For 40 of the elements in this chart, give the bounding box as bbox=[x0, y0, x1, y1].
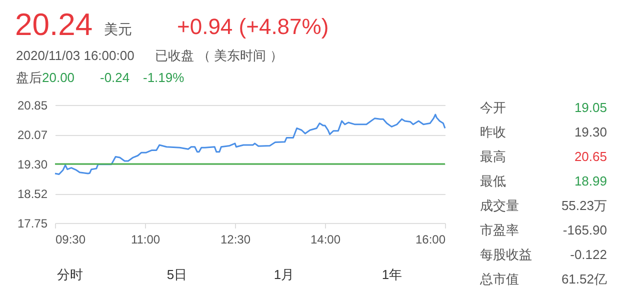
text: -0.122 bbox=[570, 247, 607, 262]
text: 美元 bbox=[104, 21, 132, 37]
category-label: 最高 bbox=[480, 149, 506, 164]
text: 18.99 bbox=[574, 174, 607, 188]
text: 2020/11/03 16:00:00 bbox=[16, 48, 134, 63]
category-label: 今开 bbox=[480, 100, 506, 115]
category-label: 成交量 bbox=[480, 198, 519, 213]
text: 19.30 bbox=[574, 124, 607, 140]
text: +0.94 (+4.87%) bbox=[177, 14, 329, 39]
y-tick-label: 19.30 bbox=[17, 158, 48, 172]
y-tick-label: 20.85 bbox=[17, 98, 48, 112]
text: 20.24 bbox=[15, 7, 93, 42]
text: 61.52亿 bbox=[561, 272, 607, 286]
text: 1年 bbox=[382, 267, 402, 282]
line-series bbox=[54, 114, 446, 176]
x-tick-label: 14:00 bbox=[310, 232, 341, 246]
text: 5日 bbox=[166, 267, 188, 282]
text: -1.19% bbox=[143, 70, 185, 85]
text: 19.05 bbox=[574, 100, 607, 115]
text: -165.90 bbox=[562, 222, 607, 238]
category-label: 总市值 bbox=[479, 272, 519, 286]
text: 55.23万 bbox=[561, 198, 607, 213]
category-label: 昨收 bbox=[480, 124, 506, 140]
y-tick-label: 18.52 bbox=[17, 187, 48, 202]
category-label: 每股收益 bbox=[480, 247, 532, 262]
x-tick-label: 12:30 bbox=[220, 232, 251, 246]
text: 盘后 bbox=[16, 70, 42, 85]
x-tick-label: 16:00 bbox=[415, 232, 446, 246]
text: 分时 bbox=[57, 267, 83, 282]
text: -0.24 bbox=[100, 70, 130, 85]
category-label: 最低 bbox=[480, 174, 506, 188]
category-label: 市盈率 bbox=[480, 222, 519, 238]
text: 20.00 bbox=[42, 70, 75, 85]
y-tick-label: 20.07 bbox=[17, 128, 48, 142]
text: 20.65 bbox=[574, 149, 607, 164]
y-tick-label: 17.75 bbox=[17, 216, 48, 230]
text: 1月 bbox=[274, 267, 294, 282]
x-tick-label: 11:00 bbox=[130, 232, 160, 246]
x-tick-label: 09:30 bbox=[56, 232, 86, 246]
text: 已收盘 （ 美东时间 ） bbox=[155, 48, 283, 63]
